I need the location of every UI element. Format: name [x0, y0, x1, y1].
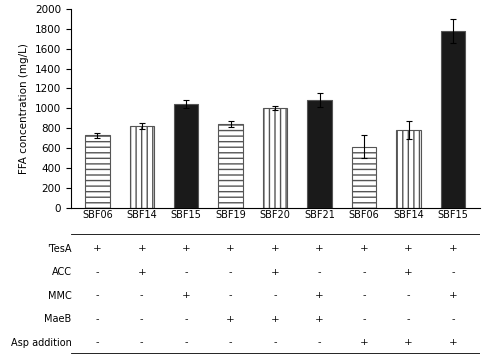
Text: MMC: MMC [48, 291, 72, 301]
Text: -: - [229, 338, 232, 347]
Text: +: + [271, 245, 280, 253]
Text: +: + [315, 315, 324, 324]
Text: -: - [95, 338, 99, 347]
Text: -: - [185, 338, 188, 347]
Text: -: - [407, 315, 411, 324]
Text: -: - [273, 291, 277, 300]
Bar [307, 100, 332, 208]
Text: -: - [362, 291, 366, 300]
Text: +: + [315, 291, 324, 300]
Text: +: + [271, 268, 280, 277]
Bar [174, 104, 199, 208]
Text: -: - [318, 338, 321, 347]
Text: +: + [404, 338, 413, 347]
Text: +: + [226, 245, 235, 253]
Text: -: - [451, 268, 455, 277]
Text: -: - [140, 291, 144, 300]
Text: +: + [360, 245, 369, 253]
Text: +: + [226, 315, 235, 324]
Text: -: - [362, 268, 366, 277]
Y-axis label: FFA concentration (mg/L): FFA concentration (mg/L) [19, 43, 29, 174]
Text: +: + [449, 338, 457, 347]
Text: +: + [271, 315, 280, 324]
Bar [352, 146, 376, 208]
Text: -: - [229, 268, 232, 277]
Text: -: - [451, 315, 455, 324]
Text: +: + [449, 245, 457, 253]
Text: -: - [185, 315, 188, 324]
Bar [219, 124, 243, 208]
Text: -: - [95, 315, 99, 324]
Bar [130, 126, 154, 208]
Text: -: - [273, 338, 277, 347]
Bar [441, 31, 465, 208]
Text: -: - [229, 291, 232, 300]
Text: +: + [137, 268, 146, 277]
Text: -: - [95, 291, 99, 300]
Text: +: + [404, 268, 413, 277]
Bar [85, 135, 110, 208]
Text: -: - [140, 338, 144, 347]
Text: -: - [407, 291, 411, 300]
Text: Asp addition: Asp addition [11, 338, 72, 348]
Text: ACC: ACC [52, 267, 72, 277]
Text: +: + [182, 245, 190, 253]
Bar [263, 108, 287, 208]
Text: +: + [137, 245, 146, 253]
Text: +: + [315, 245, 324, 253]
Text: -: - [95, 268, 99, 277]
Text: +: + [93, 245, 102, 253]
Text: -: - [140, 315, 144, 324]
Text: 'TesA: 'TesA [47, 244, 72, 254]
Text: -: - [185, 268, 188, 277]
Text: +: + [182, 291, 190, 300]
Text: -: - [318, 268, 321, 277]
Text: +: + [360, 338, 369, 347]
Text: MaeB: MaeB [44, 314, 72, 324]
Text: -: - [362, 315, 366, 324]
Text: +: + [404, 245, 413, 253]
Text: +: + [449, 291, 457, 300]
Bar [396, 130, 421, 208]
